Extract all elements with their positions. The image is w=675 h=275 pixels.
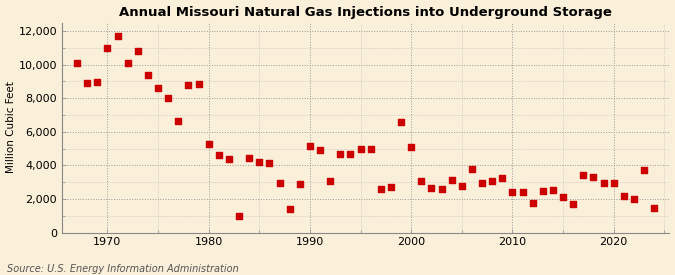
Point (223, 157, 234, 162)
Point (396, 120, 406, 125)
Point (173, 119, 184, 123)
Text: Source: U.S. Energy Information Administration: Source: U.S. Energy Information Administ… (7, 264, 238, 274)
Point (163, 96, 173, 100)
Point (628, 197, 639, 201)
Point (274, 181, 285, 185)
Point (517, 190, 528, 194)
Point (618, 193, 629, 198)
Point (183, 82, 194, 87)
Point (426, 186, 437, 190)
Point (446, 178, 457, 183)
Point (436, 187, 447, 191)
Point (477, 181, 487, 185)
Point (153, 86, 163, 90)
Point (497, 176, 508, 180)
Point (639, 167, 649, 172)
Point (142, 72, 153, 77)
Point (578, 173, 589, 178)
Point (193, 82, 204, 86)
Point (537, 188, 548, 193)
Point (375, 187, 386, 191)
Point (568, 202, 578, 206)
Point (82, 81, 92, 85)
Point (315, 148, 325, 152)
Point (112, 34, 123, 38)
Point (102, 45, 113, 50)
Point (365, 147, 376, 152)
Point (203, 142, 214, 147)
Point (132, 49, 143, 53)
Point (325, 179, 335, 183)
Point (507, 190, 518, 194)
Point (416, 179, 427, 183)
Point (345, 152, 356, 156)
Point (335, 152, 346, 156)
Point (234, 214, 244, 218)
Point (122, 60, 133, 65)
Point (72, 60, 82, 65)
Point (92, 80, 103, 84)
Point (244, 156, 254, 160)
Point (547, 188, 558, 192)
Point (284, 207, 295, 211)
Point (598, 181, 609, 185)
Point (608, 181, 619, 185)
Point (588, 175, 599, 179)
Point (355, 146, 366, 151)
Point (466, 167, 477, 171)
Point (406, 145, 416, 149)
Point (264, 161, 275, 165)
Point (527, 201, 538, 205)
Point (254, 160, 265, 164)
Title: Annual Missouri Natural Gas Injections into Underground Storage: Annual Missouri Natural Gas Injections i… (119, 6, 612, 18)
Point (487, 179, 497, 183)
Point (304, 144, 315, 148)
Point (213, 153, 224, 158)
Y-axis label: Million Cubic Feet: Million Cubic Feet (5, 82, 16, 174)
Point (385, 185, 396, 189)
Point (294, 182, 305, 186)
Point (456, 184, 467, 189)
Point (649, 206, 659, 210)
Point (558, 195, 568, 199)
